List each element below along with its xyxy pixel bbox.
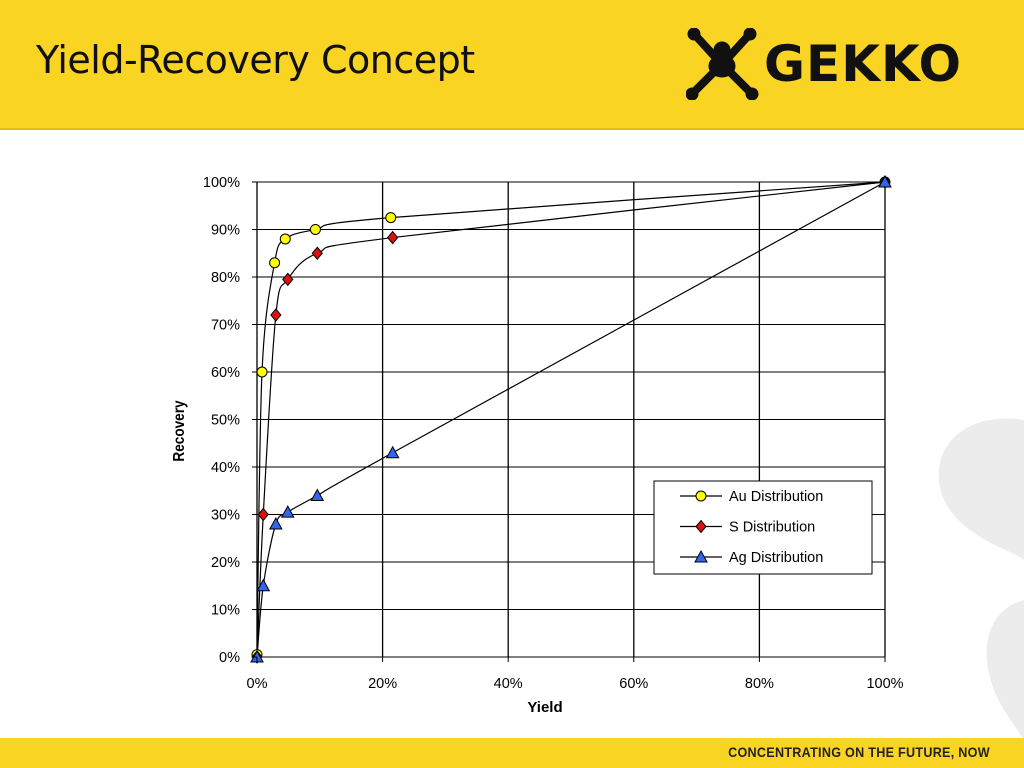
page-title: Yield-Recovery Concept: [36, 38, 475, 82]
s-legend-marker: [695, 519, 707, 534]
grid-lines: [256, 181, 886, 658]
axis-ticks: 0% 10% 20% 30% 40% 50% 60% 70% 80% 90% 100% 0% 20% 40…: [203, 175, 904, 692]
yield-recovery-chart: 0% 10% 20% 30% 40% 50% 60% 70% 80% 90% 100% 0% 20% 40…: [171, 174, 904, 716]
au-legend-marker: [695, 490, 707, 502]
ag-data-point: [385, 445, 400, 459]
gekko-logo: GEKKO: [686, 28, 996, 100]
ag-data-point: [268, 516, 283, 530]
au-data-point: [385, 212, 397, 224]
y-tick-label: 80%: [211, 270, 240, 286]
s-data-point: [311, 246, 323, 261]
s-data-point: [270, 308, 282, 322]
y-tick-label: 100%: [203, 175, 240, 191]
ag-data-point: [310, 488, 325, 501]
x-tick-label: 20%: [368, 676, 397, 692]
gecko-icon: [686, 28, 759, 100]
au-data-point: [309, 224, 321, 235]
x-tick-label: 40%: [494, 676, 523, 692]
y-tick-label: 50%: [211, 413, 240, 429]
au-distribution-line: [256, 181, 886, 655]
chart-legend: Au Distribution S Distribution Ag Distribu…: [653, 480, 873, 575]
au-data-point: [256, 366, 268, 378]
y-tick-label: 90%: [211, 223, 240, 239]
x-tick-label: 0%: [247, 676, 268, 692]
s-data-point: [386, 230, 399, 245]
y-axis-label: Recovery: [171, 400, 188, 462]
s-data-point: [282, 272, 294, 287]
au-legend-label: Au Distribution: [729, 489, 823, 505]
s-data-point: [257, 507, 269, 522]
logo-text: GEKKO: [764, 35, 962, 93]
y-tick-label: 70%: [211, 318, 240, 334]
au-data-point: [269, 257, 281, 269]
footer-tagline: CONCENTRATING ON THE FUTURE, NOW: [728, 744, 990, 760]
ag-legend-label: Ag Distribution: [729, 550, 823, 566]
au-data-point: [279, 233, 291, 245]
ag-data-point: [280, 505, 295, 518]
ag-legend-marker: [694, 549, 708, 563]
ag-data-point: [256, 578, 271, 592]
y-tick-label: 0%: [219, 650, 240, 666]
y-tick-label: 40%: [211, 460, 240, 476]
header-bar: Yield-Recovery Concept GEKKO: [0, 0, 1024, 130]
footer-bar: CONCENTRATING ON THE FUTURE, NOW: [0, 738, 1024, 768]
x-tick-label: 80%: [745, 676, 774, 692]
y-tick-label: 60%: [211, 365, 240, 381]
s-legend-label: S Distribution: [729, 520, 815, 536]
y-tick-label: 30%: [211, 508, 240, 524]
x-tick-label: 60%: [619, 676, 648, 692]
y-tick-label: 20%: [211, 555, 240, 571]
chart-container: 0% 10% 20% 30% 40% 50% 60% 70% 80% 90% 100% 0% 20% 40…: [171, 174, 904, 716]
watermark-shape: [938, 418, 1024, 740]
ag-data-point: [878, 174, 892, 188]
x-axis-label: Yield: [527, 699, 562, 716]
x-tick-label: 100%: [866, 676, 903, 692]
y-tick-label: 10%: [211, 603, 240, 619]
